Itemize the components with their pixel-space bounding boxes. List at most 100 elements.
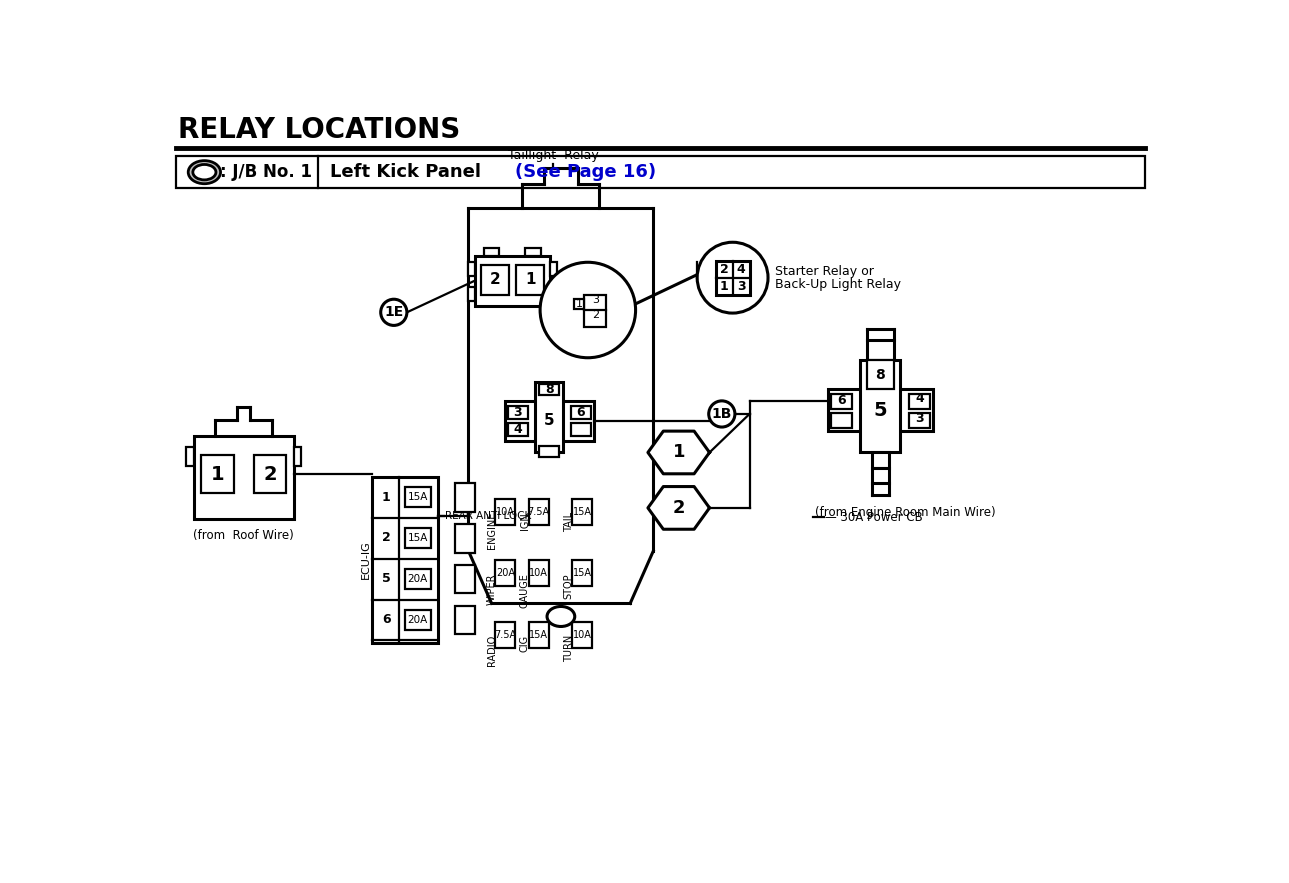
Text: CIG: CIG bbox=[519, 635, 530, 652]
Bar bbox=[871, 452, 889, 468]
Text: 20A: 20A bbox=[407, 615, 428, 624]
Text: RADIO: RADIO bbox=[486, 635, 496, 666]
Text: WIPER: WIPER bbox=[486, 573, 496, 605]
Bar bbox=[526, 247, 541, 256]
Text: ENGINE: ENGINE bbox=[486, 512, 496, 549]
Text: — 30A Power CB: — 30A Power CB bbox=[825, 510, 923, 524]
Text: 4: 4 bbox=[915, 392, 924, 405]
Text: 1: 1 bbox=[576, 298, 583, 309]
Bar bbox=[455, 525, 474, 553]
Bar bbox=[468, 262, 474, 276]
Bar bbox=[201, 455, 233, 494]
Bar bbox=[528, 560, 549, 586]
Text: Taillight  Relay: Taillight Relay bbox=[508, 149, 598, 162]
Bar bbox=[193, 435, 294, 518]
Bar bbox=[867, 340, 893, 361]
Bar bbox=[483, 247, 499, 256]
Bar bbox=[909, 394, 929, 409]
Text: 20A: 20A bbox=[407, 574, 428, 584]
Text: STOP: STOP bbox=[563, 573, 574, 599]
Text: 1: 1 bbox=[719, 280, 728, 292]
Bar bbox=[715, 260, 749, 295]
Text: 15A: 15A bbox=[572, 507, 592, 517]
Text: 2: 2 bbox=[490, 273, 500, 288]
Ellipse shape bbox=[547, 607, 575, 626]
Text: 1: 1 bbox=[210, 464, 224, 484]
Bar bbox=[909, 413, 929, 428]
Bar bbox=[516, 266, 544, 295]
Bar bbox=[455, 606, 474, 634]
Circle shape bbox=[380, 299, 407, 326]
Bar bbox=[831, 413, 852, 428]
Bar bbox=[508, 406, 527, 419]
Bar bbox=[572, 622, 593, 648]
Bar bbox=[474, 256, 550, 306]
Bar bbox=[254, 455, 286, 494]
Bar bbox=[294, 447, 302, 465]
Bar bbox=[495, 560, 516, 586]
Text: 15A: 15A bbox=[572, 569, 592, 578]
Bar bbox=[571, 423, 590, 436]
Ellipse shape bbox=[193, 164, 217, 180]
Text: (See Page 16): (See Page 16) bbox=[514, 163, 656, 181]
Text: 1: 1 bbox=[673, 443, 684, 462]
Text: RELAY LOCATIONS: RELAY LOCATIONS bbox=[178, 116, 460, 144]
Circle shape bbox=[540, 262, 635, 358]
Bar bbox=[175, 156, 1145, 188]
Text: 5: 5 bbox=[382, 572, 391, 585]
Bar bbox=[871, 468, 889, 483]
Text: TAIL: TAIL bbox=[563, 512, 574, 532]
Ellipse shape bbox=[188, 161, 220, 184]
Bar bbox=[584, 295, 606, 327]
Text: 3: 3 bbox=[513, 406, 522, 419]
Text: 6: 6 bbox=[382, 613, 391, 626]
Bar bbox=[405, 528, 431, 548]
Circle shape bbox=[697, 242, 768, 313]
Text: TURN: TURN bbox=[563, 635, 574, 662]
Text: 8: 8 bbox=[545, 383, 554, 396]
Bar bbox=[574, 299, 584, 309]
Text: 2: 2 bbox=[592, 311, 599, 321]
Bar bbox=[528, 622, 549, 648]
Bar bbox=[828, 389, 933, 431]
Bar bbox=[405, 569, 431, 589]
Bar bbox=[572, 499, 593, 525]
Bar bbox=[455, 565, 474, 593]
Text: 3: 3 bbox=[915, 412, 924, 425]
Bar bbox=[508, 423, 527, 436]
Text: 10A: 10A bbox=[574, 630, 592, 640]
Text: ECU-IG: ECU-IG bbox=[361, 540, 371, 579]
Text: 4: 4 bbox=[513, 423, 522, 436]
Text: IGN: IGN bbox=[519, 512, 530, 530]
Bar bbox=[550, 262, 557, 276]
Text: 20A: 20A bbox=[496, 569, 516, 578]
Text: 2: 2 bbox=[673, 499, 684, 517]
Text: : J/B No. 1: : J/B No. 1 bbox=[220, 163, 312, 181]
Text: 10A: 10A bbox=[496, 507, 514, 517]
Text: Left Kick Panel: Left Kick Panel bbox=[330, 163, 481, 181]
Text: 2: 2 bbox=[719, 263, 728, 275]
Text: 5: 5 bbox=[874, 401, 887, 419]
Text: 6: 6 bbox=[837, 395, 846, 407]
Text: 2: 2 bbox=[382, 532, 391, 545]
Bar bbox=[539, 446, 559, 457]
Bar bbox=[495, 622, 516, 648]
Polygon shape bbox=[648, 431, 709, 474]
Circle shape bbox=[709, 401, 735, 427]
Text: 1B: 1B bbox=[712, 407, 732, 421]
Text: REAR ANTI LOCK: REAR ANTI LOCK bbox=[445, 510, 531, 521]
Bar bbox=[186, 447, 193, 465]
Bar bbox=[528, 499, 549, 525]
Text: 1E: 1E bbox=[384, 306, 403, 320]
Polygon shape bbox=[648, 487, 709, 529]
Bar bbox=[505, 401, 594, 441]
Bar bbox=[572, 560, 593, 586]
Text: 10A: 10A bbox=[528, 569, 548, 578]
Text: 4: 4 bbox=[737, 263, 745, 275]
Text: 15A: 15A bbox=[528, 630, 548, 640]
Text: (from Engine Room Main Wire): (from Engine Room Main Wire) bbox=[815, 506, 995, 519]
Bar bbox=[861, 360, 901, 452]
Text: Back-Up Light Relay: Back-Up Light Relay bbox=[775, 278, 901, 291]
Bar bbox=[867, 360, 893, 389]
Text: 3: 3 bbox=[592, 295, 599, 305]
